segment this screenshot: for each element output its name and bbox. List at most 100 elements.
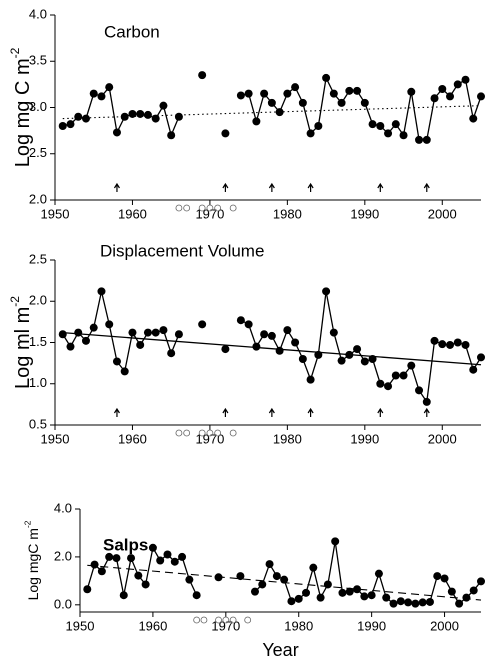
data-point [136,340,145,349]
data-point [119,591,128,600]
missing-year-marker [222,616,230,624]
data-point [283,89,292,98]
data-point [469,114,478,123]
x-tick-label: 1990 [350,431,379,446]
data-point [314,122,323,130]
data-point [159,101,168,110]
series-line [62,75,482,141]
data-point [399,371,408,380]
y-tick-label: 1.5 [29,334,47,349]
data-point [422,397,431,406]
y-axis-label: Log mgC m-2 [23,520,41,600]
data-point [447,587,456,596]
data-point [128,328,137,337]
event-arrow [377,407,384,417]
missing-year-marker [183,204,191,212]
data-point [74,328,83,337]
event-arrow [222,407,229,417]
data-point [167,131,176,140]
x-tick-label: 1960 [118,206,147,221]
data-point [389,599,398,608]
event-arrow [268,407,275,417]
x-tick-label: 1960 [118,431,147,446]
data-point [105,83,114,92]
data-point [461,75,470,84]
data-point [329,89,338,98]
data-point [353,585,362,594]
missing-year-marker [193,616,201,624]
missing-year-marker [229,204,237,212]
data-point [345,86,354,95]
missing-year-marker [215,616,222,624]
data-point [120,367,129,376]
data-point [425,597,434,606]
event-arrow [377,182,384,192]
data-point [384,129,393,138]
data-point [433,572,442,581]
y-axis-label-main: Log ml m [12,307,34,389]
data-point [455,599,464,608]
data-point [404,598,413,607]
data-point [331,537,340,546]
missing-year-marker [198,204,206,212]
event-arrow [113,182,120,192]
data-point [360,98,369,107]
data-point [159,326,168,335]
data-point [438,340,447,349]
data-point [453,80,462,89]
data-point [185,575,194,584]
data-point [338,588,347,597]
data-point [360,357,369,366]
data-point [345,350,354,359]
missing-year-marker [229,429,237,437]
data-point [97,92,106,101]
data-point [462,593,471,602]
data-point [446,340,455,349]
missing-year-marker [214,429,222,437]
x-tick-label: 1990 [357,618,386,633]
data-point [337,356,346,365]
event-arrow [222,182,229,192]
trend-line [62,331,482,366]
data-point [430,94,439,103]
panel-title: Displacement Volume [100,241,264,260]
y-tick-label: 0.5 [29,416,47,431]
data-point [198,71,207,80]
data-point [221,345,230,354]
series-line [62,291,482,404]
data-point [384,382,393,391]
data-point [58,330,67,339]
y-tick-label: 1.0 [29,375,47,390]
data-point [461,340,470,349]
data-point [469,365,478,374]
data-point [260,330,269,339]
data-point [367,591,376,600]
data-point [143,328,152,337]
missing-year-marker [175,429,183,437]
data-point [244,320,253,329]
data-point [167,349,176,358]
data-point [446,92,455,101]
data-point [469,586,478,595]
data-point [415,135,424,144]
data-point [407,361,416,370]
y-tick-label: 2.5 [29,251,47,266]
data-point [430,336,439,345]
data-point [391,120,400,129]
data-point [83,585,92,594]
data-point [291,338,300,347]
data-point [438,85,447,93]
data-point [236,316,245,325]
y-axis-label-sup: -2 [23,520,33,528]
data-point [163,550,172,559]
event-arrow [268,182,275,192]
y-axis-label-main: Log mgC m [25,528,41,600]
y-tick-label: 2.0 [29,293,47,308]
data-point [90,560,99,569]
missing-year-marker [200,616,208,624]
x-tick-label: 1970 [211,618,240,633]
x-tick-label: 1980 [273,431,302,446]
data-point [453,338,462,347]
data-point [422,135,431,144]
data-point [120,112,129,121]
